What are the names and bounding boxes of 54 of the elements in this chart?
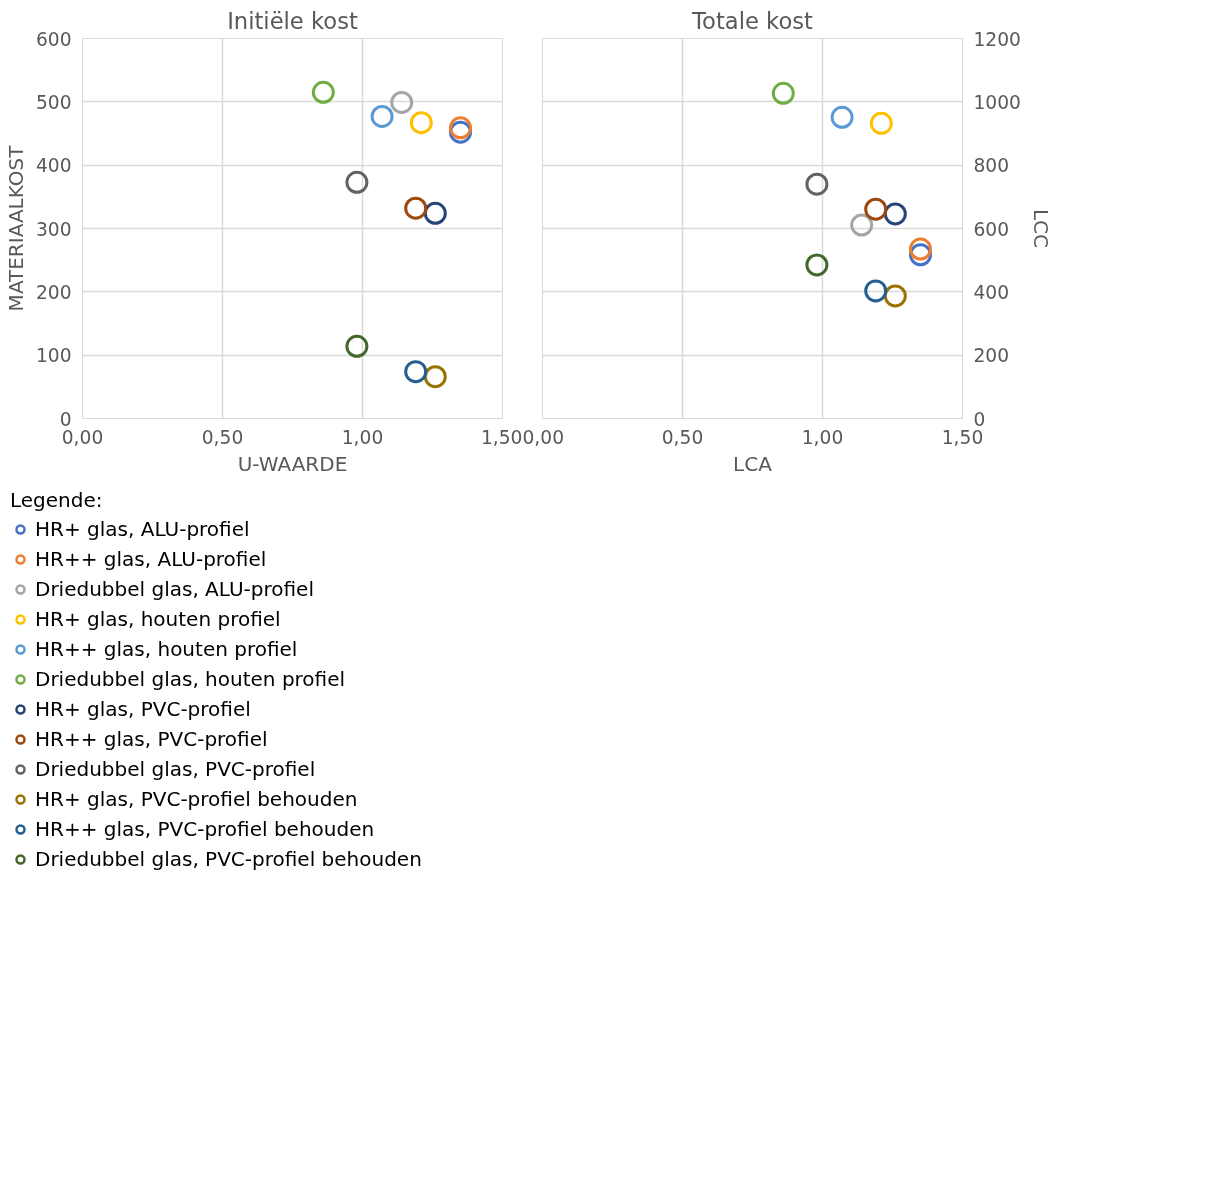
x-tick-label: 0,50 [661,426,704,448]
x-axis-title: U-WAARDE [237,451,348,476]
point [345,334,369,358]
y-tick-label: 500 [35,91,72,113]
point [805,253,829,277]
y-axis-title: MATERIAALKOST [3,144,28,312]
point [409,111,433,135]
point [345,170,369,194]
y2-axis-title: LCC [1028,208,1053,249]
point [805,172,829,196]
legend-title: Legende: [10,488,104,512]
point [404,360,428,384]
legend-label: HR++ glas, PVC-profiel [35,727,268,751]
legend-label: HR++ glas, PVC-profiel behouden [35,817,375,841]
y-tick-label: 400 [35,155,72,177]
y-tick-label: 200 [35,281,72,303]
point [771,81,795,105]
legend-label: HR+ glas, houten profiel [35,607,281,631]
y-tick-label: 300 [35,218,72,240]
legend-label: Driedubbel glas, PVC-profiel behouden [35,847,422,871]
point [370,104,394,128]
point [850,213,874,237]
legend-label: Driedubbel glas, PVC-profiel [35,757,316,781]
point [909,237,932,261]
legend-label: Driedubbel glas, ALU-profiel [35,577,314,601]
legend-label: HR+ glas, PVC-profiel [35,697,251,721]
x-tick-label: 1,50 [480,426,523,448]
chart-title: Initiële kost [227,7,358,34]
legend-label: HR++ glas, ALU-profiel [35,547,267,571]
y2-tick-label: 1200 [973,28,1021,50]
y2-tick-label: 200 [973,345,1010,367]
legend-label: HR+ glas, ALU-profiel [35,517,250,541]
point [869,111,893,135]
point [864,197,888,221]
point [390,90,414,114]
x-tick-label: 1,00 [801,426,844,448]
x-tick-label: 0,50 [201,426,244,448]
y-tick-label: 100 [35,345,72,367]
y2-tick-label: 400 [973,281,1010,303]
legend-label: HR++ glas, houten profiel [35,637,298,661]
point [830,105,854,129]
y2-tick-label: 1000 [973,91,1021,113]
chart-title: Totale kost [691,7,814,34]
legend-label: HR+ glas, PVC-profiel behouden [35,787,358,811]
x-tick-label: 0,00 [522,426,565,448]
y2-tick-label: 800 [973,155,1010,177]
y2-tick-label: 600 [973,218,1010,240]
legend-label: Driedubbel glas, houten profiel [35,667,346,691]
x-tick-label: 1,00 [341,426,384,448]
point [864,279,888,303]
y-tick-label: 600 [35,28,72,50]
point [311,80,335,104]
point [404,196,428,220]
x-axis-title: LCA [733,451,773,476]
